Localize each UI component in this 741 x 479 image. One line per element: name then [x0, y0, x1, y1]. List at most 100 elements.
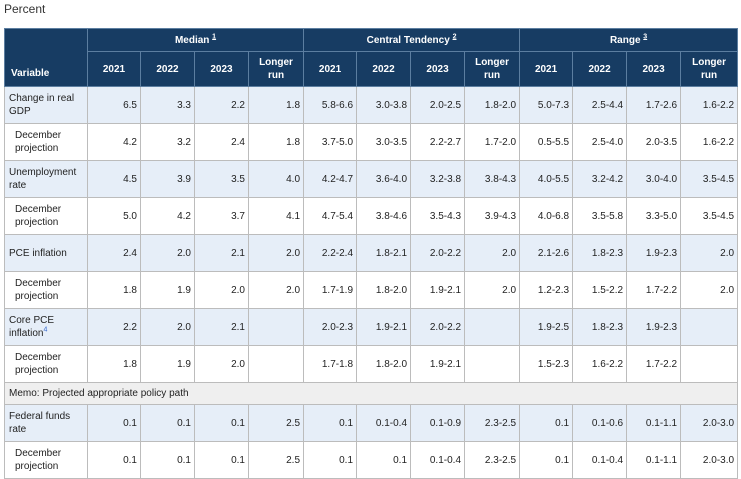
table-cell: 2.0-3.5: [626, 123, 682, 161]
table-cell: 2.1: [194, 308, 249, 346]
row-label-text: Change in real GDP: [9, 93, 75, 117]
table-cell: 4.5: [87, 160, 141, 198]
row-label: Unemployment rate: [4, 160, 88, 198]
table-row: December projection 1.8 1.9 2.0 1.7-1.8 1.8-2…: [4, 345, 739, 383]
row-label-text: Federal funds rate: [9, 411, 71, 435]
projections-table: Variable Median 1 Central Tendency 2 Ran…: [3, 28, 739, 479]
table-cell: 0.1: [87, 404, 141, 442]
table-cell: 1.8: [87, 345, 141, 383]
column-header: 2021: [87, 51, 141, 87]
column-header: 2023: [194, 51, 249, 87]
table-cell: 4.1: [247, 197, 305, 235]
table-cell: 0.1: [519, 404, 574, 442]
row-label-text: December projection: [15, 448, 62, 472]
table-cell: 1.7-2.0: [464, 123, 521, 161]
table-cell: 3.5: [194, 160, 249, 198]
footnote-ref[interactable]: 3: [643, 33, 648, 41]
row-label: December projection: [4, 271, 88, 309]
footnote-ref[interactable]: 4: [43, 326, 48, 334]
table-row: Core PCE inflation4 2.2 2.0 2.1 2.0-2.3 1.9-2…: [4, 308, 739, 346]
row-label: December projection: [4, 197, 88, 235]
column-header: 2023: [410, 51, 466, 87]
row-label: December projection: [4, 441, 88, 479]
table-cell: 1.9-2.1: [356, 308, 412, 346]
table-cell: 3.5-4.3: [410, 197, 466, 235]
table-row: PCE inflation 2.4 2.0 2.1 2.0 2.2-2.4 1.8-2.1 2…: [4, 234, 739, 272]
table-cell: 0.1: [87, 441, 141, 479]
table-row: December projection 0.1 0.1 0.1 2.5 0.1 0.1 0.1…: [4, 441, 739, 479]
table-cell: 0.1: [140, 404, 195, 442]
table-cell: [464, 308, 521, 346]
table-cell: 2.5: [247, 404, 305, 442]
table-cell: 0.1-0.9: [410, 404, 466, 442]
table-cell: 1.8-2.3: [572, 234, 628, 272]
table-cell: 1.8: [87, 271, 141, 309]
table-cell: 3.5-5.8: [572, 197, 628, 235]
row-label: Core PCE inflation4: [4, 308, 88, 346]
table-cell: 2.0-2.5: [410, 86, 466, 124]
table-row: December projection 1.8 1.9 2.0 2.0 1.7-1.9 1.…: [4, 271, 739, 309]
table-cell: 2.3-2.5: [464, 404, 521, 442]
table-cell: 2.1-2.6: [519, 234, 574, 272]
footnote-ref[interactable]: 2: [452, 33, 457, 41]
table-cell: 3.6-4.0: [356, 160, 412, 198]
table-cell: 1.7-1.8: [303, 345, 358, 383]
column-header: Longer run: [464, 51, 521, 87]
table-cell: 2.0: [194, 271, 249, 309]
table-cell: 1.9-2.3: [626, 234, 682, 272]
table-cell: 1.7-2.6: [626, 86, 682, 124]
table-row: Federal funds rate 0.1 0.1 0.1 2.5 0.1 0.1-0.4…: [4, 404, 739, 442]
table-cell: 2.5: [247, 441, 305, 479]
table-cell: 3.3: [140, 86, 195, 124]
row-label-text: Unemployment rate: [9, 167, 77, 191]
table-cell: 0.5-5.5: [519, 123, 574, 161]
table-cell: 2.0-3.0: [680, 441, 739, 479]
table-cell: 2.0: [247, 234, 305, 272]
column-header: Longer run: [247, 51, 305, 87]
table-cell: 2.0: [194, 345, 249, 383]
table-cell: 0.1-1.1: [626, 441, 682, 479]
column-header: 2022: [572, 51, 628, 87]
column-header-row: 2021 2022 2023 Longer run 2021 2022 2023 Longer…: [5, 51, 739, 87]
table-cell: 3.0-3.5: [356, 123, 412, 161]
table-cell: 4.2: [87, 123, 141, 161]
row-label-text: December projection: [15, 352, 62, 376]
table-row: Change in real GDP 6.5 3.3 2.2 1.8 5.8-6.6 3.0…: [4, 86, 739, 124]
table-cell: 5.0-7.3: [519, 86, 574, 124]
column-header: 2021: [519, 51, 574, 87]
table-cell: 0.1: [303, 404, 358, 442]
table-cell: 2.0: [464, 234, 521, 272]
table-cell: [247, 308, 305, 346]
table-cell: 0.1-0.4: [572, 441, 628, 479]
table-cell: 0.1-0.4: [356, 404, 412, 442]
column-header: Longer run: [680, 51, 739, 87]
table-cell: 1.9-2.1: [410, 345, 466, 383]
row-label-text: Core PCE inflation: [9, 315, 55, 339]
table-cell: 0.1: [303, 441, 358, 479]
row-label-text: December projection: [15, 204, 62, 228]
table-cell: 2.0: [140, 234, 195, 272]
table-cell: 1.9-2.1: [410, 271, 466, 309]
table-cell: 1.6-2.2: [680, 123, 739, 161]
row-label: Change in real GDP: [4, 86, 88, 124]
column-header: 2022: [356, 51, 412, 87]
table-cell: 0.1: [356, 441, 412, 479]
table-cell: 3.3-5.0: [626, 197, 682, 235]
table-cell: 1.8-2.0: [356, 271, 412, 309]
table-cell: 1.5-2.2: [572, 271, 628, 309]
row-label: December projection: [4, 345, 88, 383]
row-label: PCE inflation: [4, 234, 88, 272]
footnote-ref[interactable]: 1: [212, 33, 217, 41]
table-cell: 5.0: [87, 197, 141, 235]
table-cell: 1.7-1.9: [303, 271, 358, 309]
column-header: 2022: [140, 51, 195, 87]
table-cell: 1.8: [247, 123, 305, 161]
table-cell: 1.6-2.2: [572, 345, 628, 383]
table-cell: 3.8-4.6: [356, 197, 412, 235]
table-cell: 2.2: [87, 308, 141, 346]
table-cell: 1.7-2.2: [626, 345, 682, 383]
table-cell: 0.1: [194, 404, 249, 442]
memo-label: Memo: Projected appropriate policy path: [3, 382, 739, 405]
table-cell: 3.5-4.5: [680, 197, 739, 235]
table-header: Variable Median 1 Central Tendency 2 Ran…: [4, 28, 739, 87]
